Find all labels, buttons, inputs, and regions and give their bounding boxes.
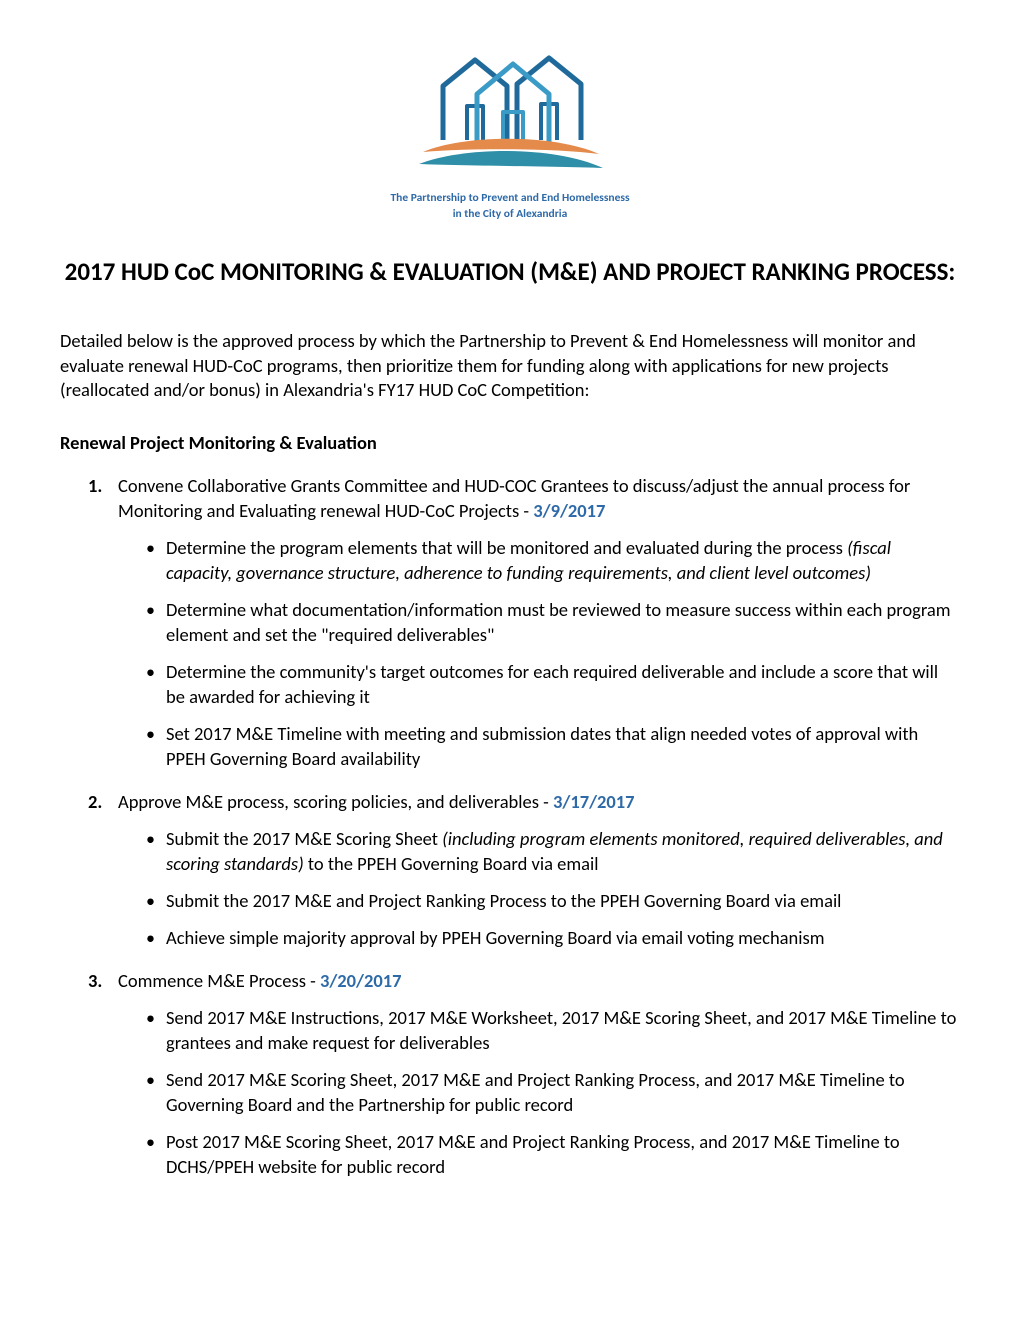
sub-item: Post 2017 M&E Scoring Sheet, 2017 M&E an… [118, 1130, 960, 1180]
step-date: 3/17/2017 [553, 790, 635, 813]
page: The Partnership to Prevent and End Homel… [0, 0, 1020, 1258]
step-text: Commence M&E Process - [118, 969, 320, 992]
sub-text: Determine the program elements that will… [166, 536, 847, 559]
sub-text: Send 2017 M&E Scoring Sheet, 2017 M&E an… [166, 1068, 905, 1116]
steps-list: Convene Collaborative Grants Committee a… [60, 474, 960, 1179]
step-item: Approve M&E process, scoring policies, a… [60, 790, 960, 951]
step-date: 3/9/2017 [533, 499, 605, 522]
sub-text-post: to the PPEH Governing Board via email [304, 852, 599, 875]
sub-item: Determine the program elements that will… [118, 536, 960, 586]
sub-item: Achieve simple majority approval by PPEH… [118, 926, 960, 951]
sub-list: Submit the 2017 M&E Scoring Sheet (inclu… [118, 827, 960, 951]
sub-item: Set 2017 M&E Timeline with meeting and s… [118, 722, 960, 772]
sub-item: Submit the 2017 M&E Scoring Sheet (inclu… [118, 827, 960, 877]
sub-text: Post 2017 M&E Scoring Sheet, 2017 M&E an… [166, 1130, 900, 1178]
step-date: 3/20/2017 [320, 969, 402, 992]
step-text: Approve M&E process, scoring policies, a… [118, 790, 553, 813]
logo-caption: The Partnership to Prevent and End Homel… [60, 191, 960, 222]
page-title: 2017 HUD CoC MONITORING & EVALUATION (M&… [60, 256, 960, 289]
sub-item: Determine the community's target outcome… [118, 660, 960, 710]
logo-caption-line1: The Partnership to Prevent and End Homel… [390, 191, 629, 205]
sub-text: Submit the 2017 M&E and Project Ranking … [166, 889, 841, 912]
sub-item: Send 2017 M&E Scoring Sheet, 2017 M&E an… [118, 1068, 960, 1118]
step-item: Commence M&E Process - 3/20/2017 Send 201… [60, 969, 960, 1180]
sub-item: Submit the 2017 M&E and Project Ranking … [118, 889, 960, 914]
sub-list: Send 2017 M&E Instructions, 2017 M&E Wor… [118, 1006, 960, 1180]
sub-text: Send 2017 M&E Instructions, 2017 M&E Wor… [166, 1006, 956, 1054]
sub-text: Achieve simple majority approval by PPEH… [166, 926, 825, 949]
section-heading: Renewal Project Monitoring & Evaluation [60, 431, 960, 454]
sub-text: Determine what documentation/information… [166, 598, 951, 646]
logo-container [60, 48, 960, 183]
sub-list: Determine the program elements that will… [118, 536, 960, 772]
step-item: Convene Collaborative Grants Committee a… [60, 474, 960, 772]
step-text: Convene Collaborative Grants Committee a… [118, 474, 910, 522]
sub-item: Send 2017 M&E Instructions, 2017 M&E Wor… [118, 1006, 960, 1056]
sub-item: Determine what documentation/information… [118, 598, 960, 648]
sub-text: Submit the 2017 M&E Scoring Sheet [166, 827, 442, 850]
sub-text: Determine the community's target outcome… [166, 660, 938, 708]
intro-paragraph: Detailed below is the approved process b… [60, 329, 960, 404]
logo-houses-icon [405, 48, 615, 178]
logo-caption-line2: in the City of Alexandria [453, 207, 568, 221]
sub-text: Set 2017 M&E Timeline with meeting and s… [166, 722, 918, 770]
